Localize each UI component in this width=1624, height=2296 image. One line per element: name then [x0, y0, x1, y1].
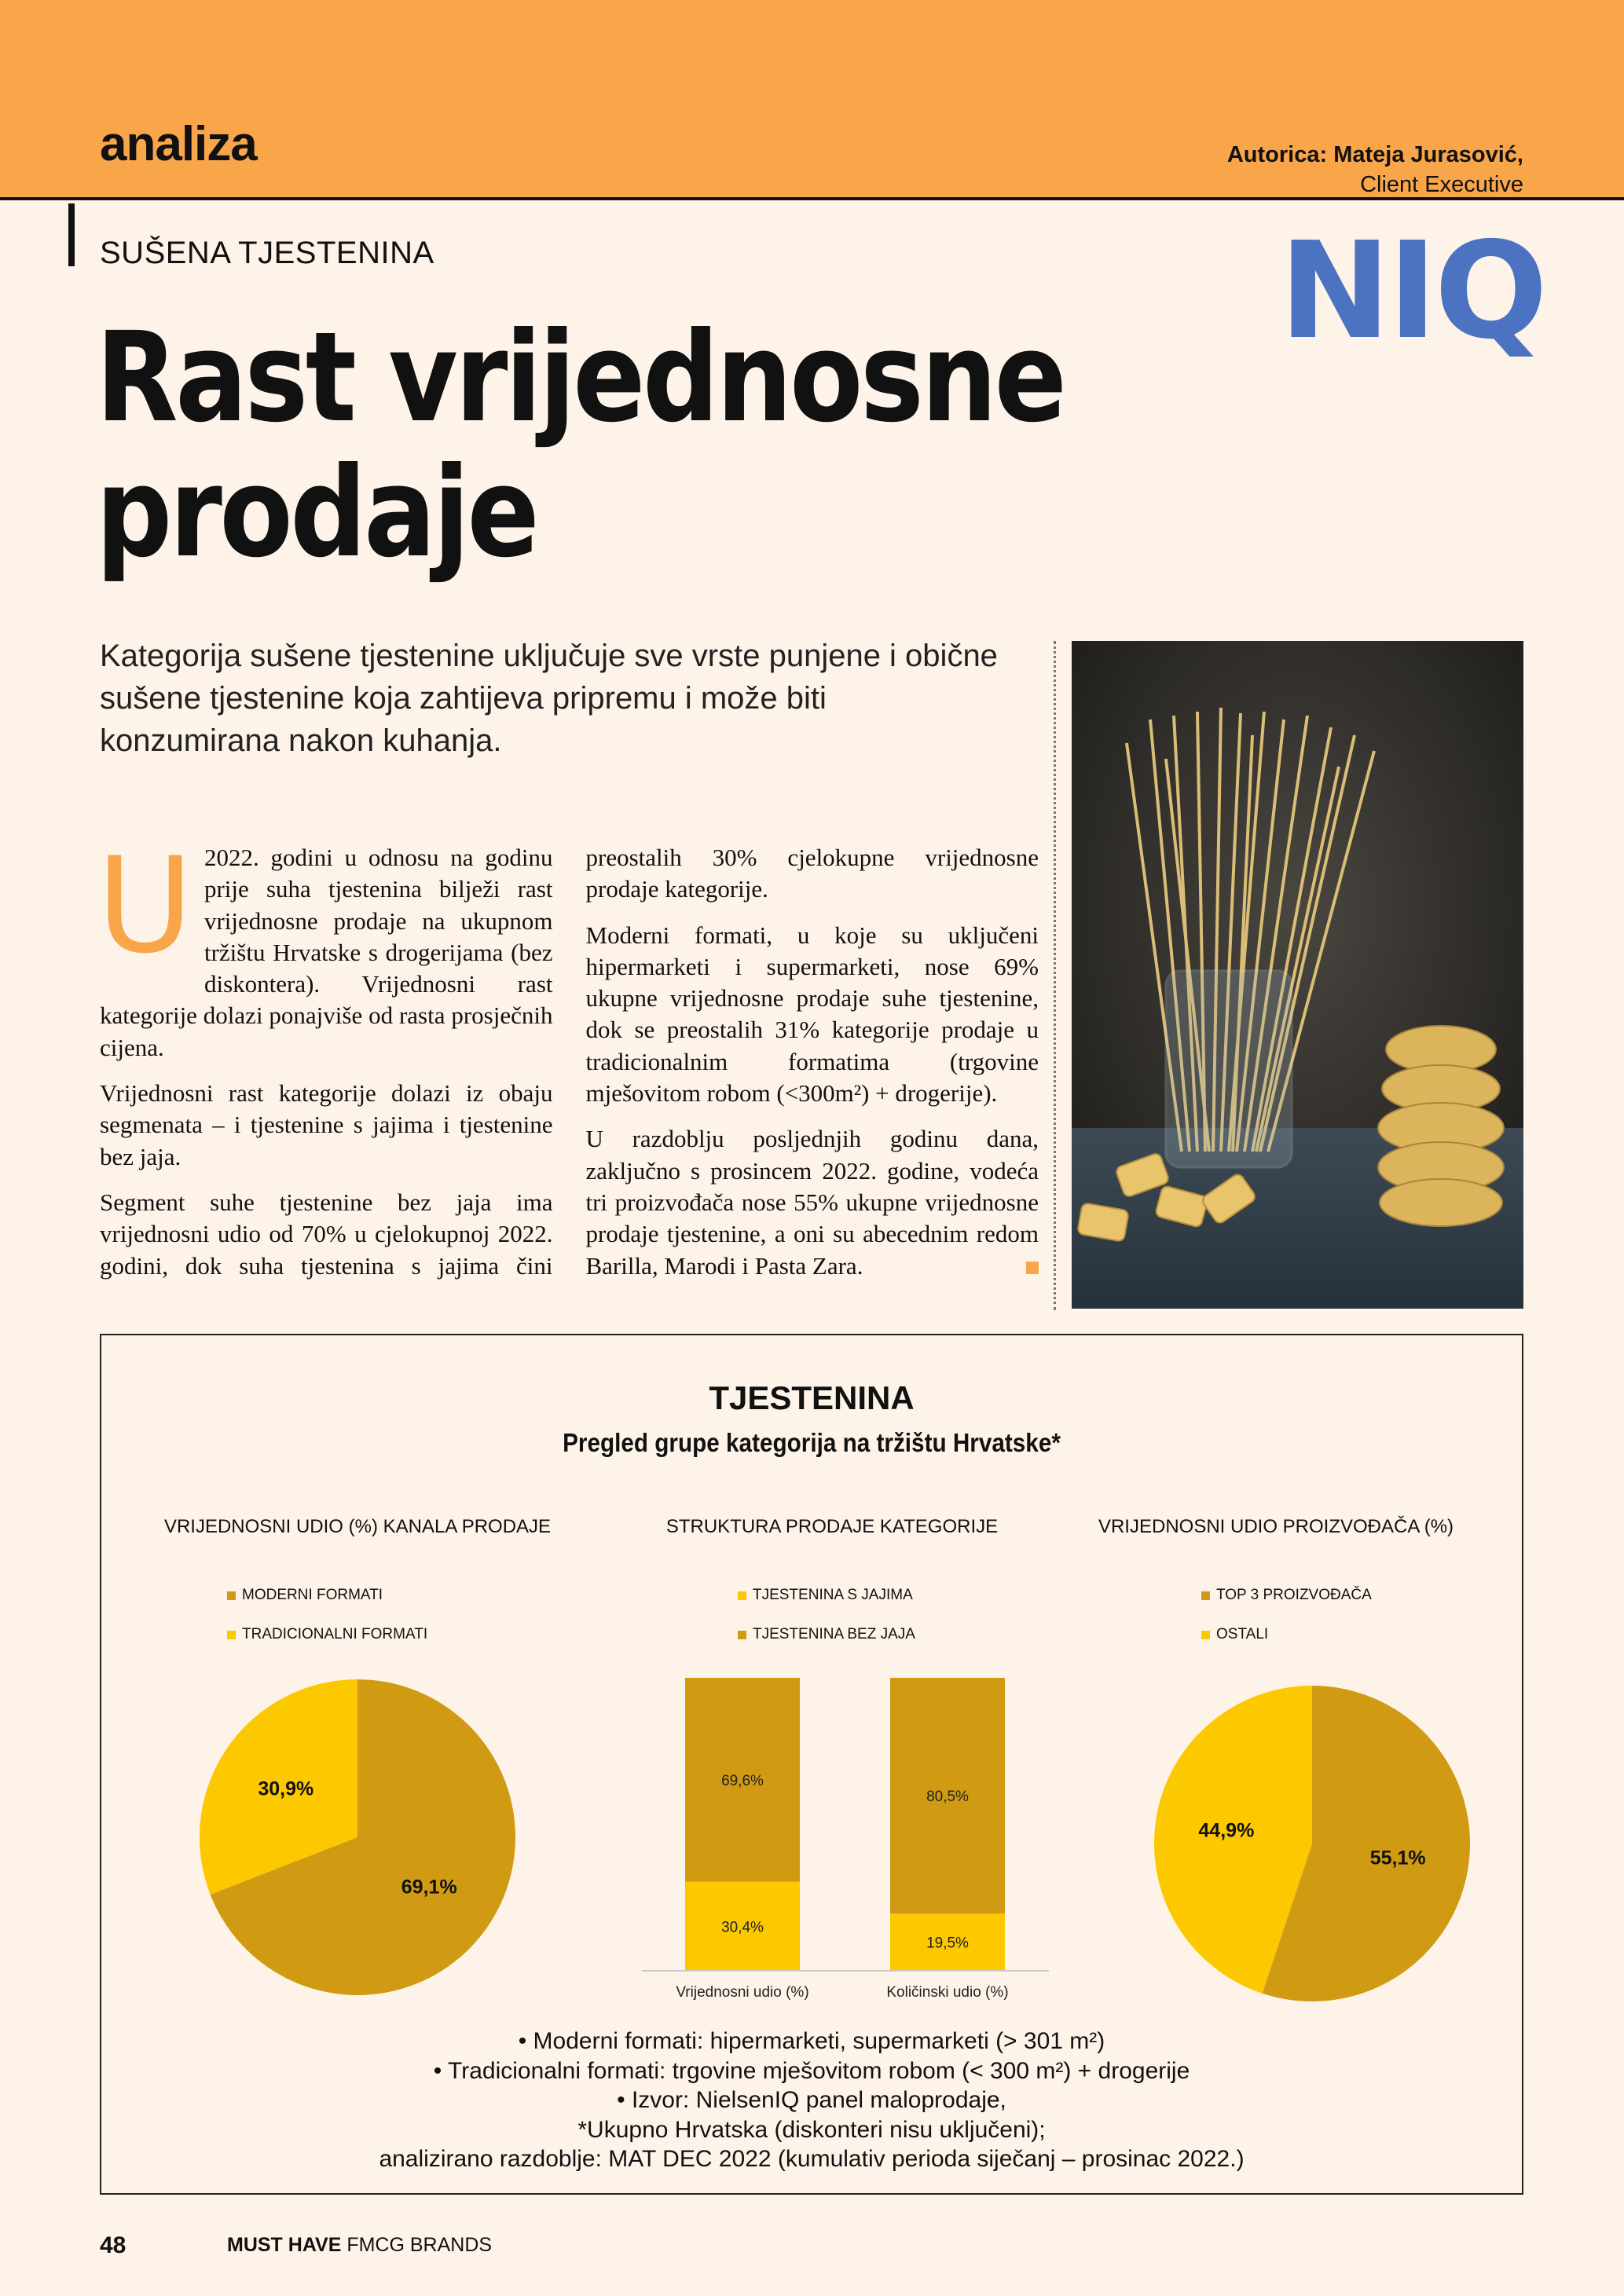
- legend-label: MODERNI FORMATI: [242, 1587, 383, 1603]
- magazine-brand: MUST HAVE FMCG BRANDS: [227, 2234, 492, 2257]
- kicker: SUŠENA TJESTENINA: [100, 236, 434, 270]
- paragraph: U razdoblju posljednjih godinu dana, zak…: [586, 1123, 1039, 1281]
- infographic-title: TJESTENINA: [709, 1379, 915, 1416]
- page-title: Rast vrijednosne prodaje: [96, 306, 1067, 585]
- legend-swatch: [227, 1630, 236, 1639]
- section-label: analiza: [100, 117, 258, 171]
- pie-slice: [199, 1679, 357, 1895]
- niq-logo: NIQ: [1279, 214, 1548, 369]
- pasta-photo: [1072, 641, 1523, 1309]
- pie-slice: [1262, 1686, 1470, 2001]
- pie-slice: [210, 1679, 515, 1995]
- bar-segment: [685, 1678, 800, 1882]
- paragraph: U 2022. godini u odnosu na godinu prije …: [97, 829, 553, 1064]
- paragraph-text: 2022. godini u odnosu na godinu prije su…: [100, 844, 553, 1061]
- infographic-box: TJESTENINA Pregled grupe kategorija na t…: [100, 1334, 1523, 2195]
- legend-label: OSTALI: [1216, 1626, 1269, 1642]
- paragraph: Segment suhe tjestenine bez jaja ima vri…: [100, 844, 1039, 1280]
- brand-rest: FMCG BRANDS: [341, 2234, 493, 2256]
- note-line: • Moderni formati: hipermarketi, superma…: [518, 2028, 1105, 2054]
- legend-swatch: [227, 1591, 236, 1600]
- end-mark-icon: [1026, 1261, 1039, 1274]
- legend-item: TOP 3 PROIZVOĐAČA: [1201, 1587, 1372, 1604]
- note-line: • Izvor: NielsenIQ panel maloprodaje,: [617, 2087, 1006, 2113]
- pie-slice: [1154, 1686, 1312, 1994]
- note-line: *Ukupno Hrvatska (diskonteri nisu uključ…: [577, 2116, 1046, 2143]
- legend-item: MODERNI FORMATI: [227, 1587, 383, 1604]
- column-divider: [1054, 641, 1056, 1310]
- bar-label: 19,5%: [926, 1935, 969, 1952]
- bar-segment: [685, 1881, 800, 1971]
- chart-title-channels: VRIJEDNOSNI UDIO (%) KANALA PRODAJE: [163, 1516, 552, 1537]
- bar-label: 80,5%: [926, 1789, 969, 1805]
- legend-swatch: [1201, 1630, 1210, 1639]
- lead-paragraph: Kategorija sušene tjestenine uključuje s…: [100, 639, 998, 758]
- author-name: Autorica: Mateja Jurasović,: [1226, 142, 1523, 167]
- legend-item: TRADICIONALNI FORMATI: [227, 1626, 427, 1643]
- pie-label: 69,1%: [401, 1876, 457, 1898]
- legend-label: TJESTENINA BEZ JAJA: [753, 1626, 915, 1642]
- infographic-notes: • Moderni formati: hipermarketi, superma…: [101, 2027, 1522, 2174]
- author-role: Client Executive: [1360, 172, 1523, 197]
- category-label: Vrijednosni udio (%): [676, 1984, 808, 2001]
- legend-item: OSTALI: [1201, 1626, 1268, 1643]
- note-line: analizirano razdoblje: MAT DEC 2022 (kum…: [379, 2146, 1245, 2172]
- paragraph-text: U razdoblju posljednjih godinu dana, zak…: [585, 1125, 1039, 1280]
- legend-swatch: [1201, 1591, 1210, 1600]
- bar-segment: [890, 1678, 1005, 1914]
- title-line: prodaje: [96, 441, 540, 585]
- header-band: analiza Autorica: Mateja Jurasović, Clie…: [0, 0, 1624, 200]
- legend-label: TRADICIONALNI FORMATI: [242, 1626, 428, 1642]
- author-credit: Autorica: Mateja Jurasović, Client Execu…: [1227, 140, 1523, 200]
- page-number: 48: [100, 2232, 126, 2258]
- bar-segment: [890, 1913, 1005, 1971]
- legend-item: TJESTENINA S JAJIMA: [738, 1587, 913, 1604]
- drop-cap: U: [97, 829, 193, 983]
- paragraph: Vrijednosni rast kategorije dolazi iz ob…: [100, 1079, 553, 1170]
- title-line: Rast vrijednosne: [96, 306, 1067, 450]
- pie-label: 55,1%: [1370, 1847, 1426, 1869]
- legend-label: TJESTENINA S JAJIMA: [753, 1587, 913, 1603]
- chart-title-manufacturers: VRIJEDNOSNI UDIO PROIZVOĐAČA (%): [1098, 1516, 1454, 1537]
- pie-label: 30,9%: [258, 1778, 313, 1800]
- paragraph: Moderni formati, u koje su uključeni hip…: [585, 921, 1039, 1108]
- bar-label: 69,6%: [721, 1773, 764, 1789]
- legend-swatch: [738, 1630, 746, 1639]
- category-label: Količinski udio (%): [886, 1984, 1008, 2001]
- legend-swatch: [738, 1591, 746, 1600]
- article-body: U 2022. godini u odnosu na godinu prije …: [97, 829, 1039, 1329]
- legend-item: TJESTENINA BEZ JAJA: [738, 1626, 915, 1643]
- bar-label: 30,4%: [721, 1919, 764, 1935]
- infographic-subtitle: Pregled grupe kategorija na tržištu Hrva…: [563, 1428, 1061, 1457]
- kicker-bar: [68, 203, 75, 266]
- chart-title-structure: STRUKTURA PRODAJE KATEGORIJE: [665, 1516, 999, 1537]
- note-line: • Tradicionalni formati: trgovine mješov…: [433, 2057, 1190, 2084]
- brand-bold: MUST HAVE: [227, 2234, 342, 2256]
- legend-label: TOP 3 PROIZVOĐAČA: [1216, 1587, 1372, 1603]
- charts-canvas: 69,1% 30,9% 55,1% 44,9% 30,4% 69,6% Vrijednosn…: [199, 1678, 1470, 2001]
- pie-label: 44,9%: [1198, 1819, 1254, 1841]
